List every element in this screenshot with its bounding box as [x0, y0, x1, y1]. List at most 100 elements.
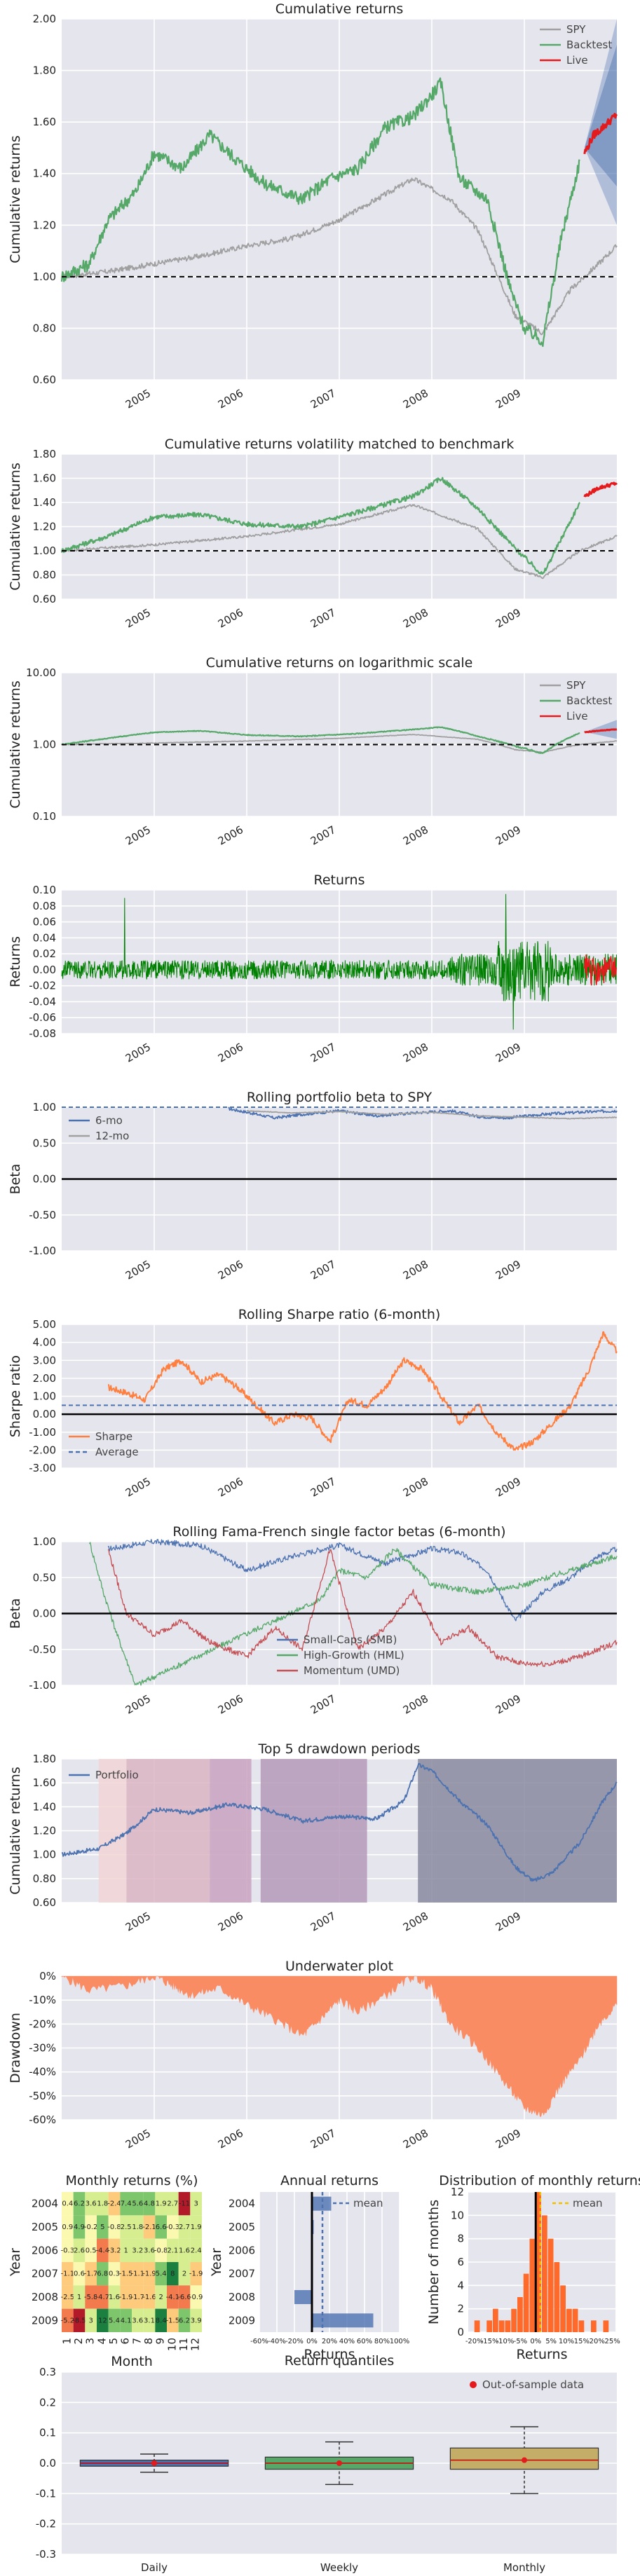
y-tick-label: -1.00 [29, 1245, 56, 1257]
chart-title: Return quantiles [285, 2353, 394, 2369]
heatmap-value: -1.6 [142, 2294, 156, 2301]
heatmap-cell [155, 2308, 167, 2332]
heatmap-value: 0.9 [62, 2224, 73, 2231]
heatmap-cell [155, 2215, 167, 2239]
hist-bar [493, 2308, 498, 2332]
x-tick-label: 2008 [401, 1258, 430, 1282]
y-tick-label: 1.80 [33, 448, 56, 460]
heatmap-cell [178, 2262, 191, 2286]
heatmap-value: -4.4 [96, 2247, 110, 2254]
y-tick-label: 1.80 [33, 1753, 56, 1765]
heatmap-value: 3 [88, 2317, 93, 2324]
y-tick-label: 2 [457, 2303, 464, 2315]
heatmap-cell [62, 2308, 74, 2332]
x-tick-label: 5% [545, 2338, 557, 2345]
heatmap-value: -0.8 [107, 2224, 121, 2231]
heatmap-value: 1 [77, 2294, 81, 2301]
y-tick-label: -0.04 [29, 995, 56, 1008]
x-tick-label: 2 [72, 2338, 85, 2345]
x-tick-label: -20% [465, 2338, 484, 2345]
x-tick-label: 2009 [493, 1910, 523, 1934]
hist-bar [474, 2320, 480, 2332]
legend-label: Backtest [566, 694, 612, 707]
x-tick-label: 25% [605, 2338, 620, 2345]
heatmap-value: 3.1 [144, 2317, 155, 2324]
chart-title: Underwater plot [285, 1959, 393, 1974]
legend-label: SPY [566, 679, 586, 692]
x-tick-label: 2009 [493, 2127, 523, 2151]
heatmap-cell [85, 2285, 97, 2309]
chart-title: Rolling Fama-French single factor betas … [172, 1524, 505, 1540]
legend-label: Out-of-sample data [482, 2378, 584, 2391]
panel-monthly: 0.4 6.2 3.6 1.8-2.47.4 5.6 4.8 1.9 2.7 -11 30.9 4.… [8, 2173, 203, 2369]
heatmap-value: -1.7 [84, 2270, 98, 2278]
heatmap-cell [108, 2285, 121, 2309]
hist-bar [591, 2320, 597, 2332]
heatmap-cell [190, 2285, 202, 2309]
heatmap-cell [73, 2262, 86, 2286]
y-tick-label: -40% [29, 2066, 56, 2078]
y-tick-label: 10 [451, 2209, 464, 2221]
heatmap-cell [73, 2308, 86, 2332]
heatmap-cell [97, 2215, 109, 2239]
y-tick-label: 2.00 [33, 1372, 56, 1385]
heatmap-value: 0.5 [86, 2247, 97, 2254]
y-tick-label: 2007 [32, 2268, 58, 2280]
y-tick-label: 0.06 [33, 916, 56, 929]
heatmap-value: -2.5 [61, 2294, 75, 2301]
heatmap-value: -1.1 [61, 2270, 75, 2278]
x-tick-label: 2008 [401, 1475, 430, 1500]
y-tick-label: 2009 [32, 2314, 58, 2327]
legend-label: Sharpe [95, 1430, 132, 1443]
heatmap-value: 2.7 [167, 2200, 178, 2208]
x-tick-label: 2007 [308, 2127, 338, 2151]
heatmap-value: 3.6 [144, 2247, 155, 2254]
chart-title: Returns [314, 872, 365, 888]
y-axis-label: Year [209, 2248, 224, 2277]
x-tick-label: 2007 [308, 387, 338, 411]
heatmap-value: -4.1 [166, 2294, 180, 2301]
legend-label: SPY [566, 23, 586, 36]
x-tick-label: 2006 [216, 1041, 245, 1065]
heatmap-cell [143, 2215, 156, 2239]
hist-bar [542, 2215, 547, 2332]
legend-label: Small-Caps (SMB) [304, 1633, 397, 1646]
x-tick-label: 12 [189, 2338, 202, 2351]
y-axis-label: Drawdown [8, 2013, 23, 2083]
y-tick-label: 1.60 [33, 1776, 56, 1789]
heatmap-value: 5 [100, 2224, 104, 2231]
heatmap-value: -6.6 [177, 2294, 191, 2301]
heatmap-cell [155, 2192, 167, 2216]
series-line-2 [584, 728, 618, 734]
legend-label: Portfolio [95, 1769, 139, 1781]
heatmap-cell [190, 2262, 202, 2286]
y-tick-label: 0.60 [33, 1896, 56, 1909]
hist-bar [529, 2238, 536, 2332]
y-tick-label: 0.0 [39, 2457, 56, 2469]
heatmap-cell [120, 2192, 132, 2216]
x-tick-label: 2008 [401, 1910, 430, 1934]
panel-beta: -1.00 -0.50 0.00 0.50 1.00 2005 2006 2007 2008 20… [8, 1090, 618, 1282]
y-tick-label: 5.00 [33, 1318, 56, 1331]
y-tick-label: 0.10 [33, 810, 56, 823]
y-axis-label: Cumulative returns [8, 463, 23, 590]
y-tick-label: -1.00 [29, 1679, 56, 1692]
y-tick-label: 2005 [32, 2221, 58, 2233]
heatmap-cell [155, 2238, 167, 2262]
y-axis-label: Cumulative returns [8, 135, 23, 263]
y-tick-label: 0.00 [33, 964, 56, 976]
panel-volmatch: 0.60 0.80 1.00 1.20 1.40 1.60 1.80 2005 2006 2007… [8, 437, 618, 631]
heatmap-value: 0.4 [62, 2200, 73, 2208]
y-axis-label: Returns [8, 936, 23, 987]
y-tick-label: -0.50 [29, 1209, 56, 1221]
legend-label: 6-mo [95, 1114, 123, 1127]
heatmap-cell [143, 2285, 156, 2309]
heatmap-value: -1.7 [131, 2294, 145, 2301]
y-axis-label: Year [8, 2248, 23, 2277]
x-tick-label: 2006 [216, 606, 245, 631]
heatmap-cell [190, 2215, 202, 2239]
x-tick-label: 2007 [308, 823, 338, 848]
x-tick-label: 2009 [493, 823, 523, 848]
y-axis-label: Cumulative returns [8, 680, 23, 808]
series-line-0 [107, 1539, 618, 1622]
